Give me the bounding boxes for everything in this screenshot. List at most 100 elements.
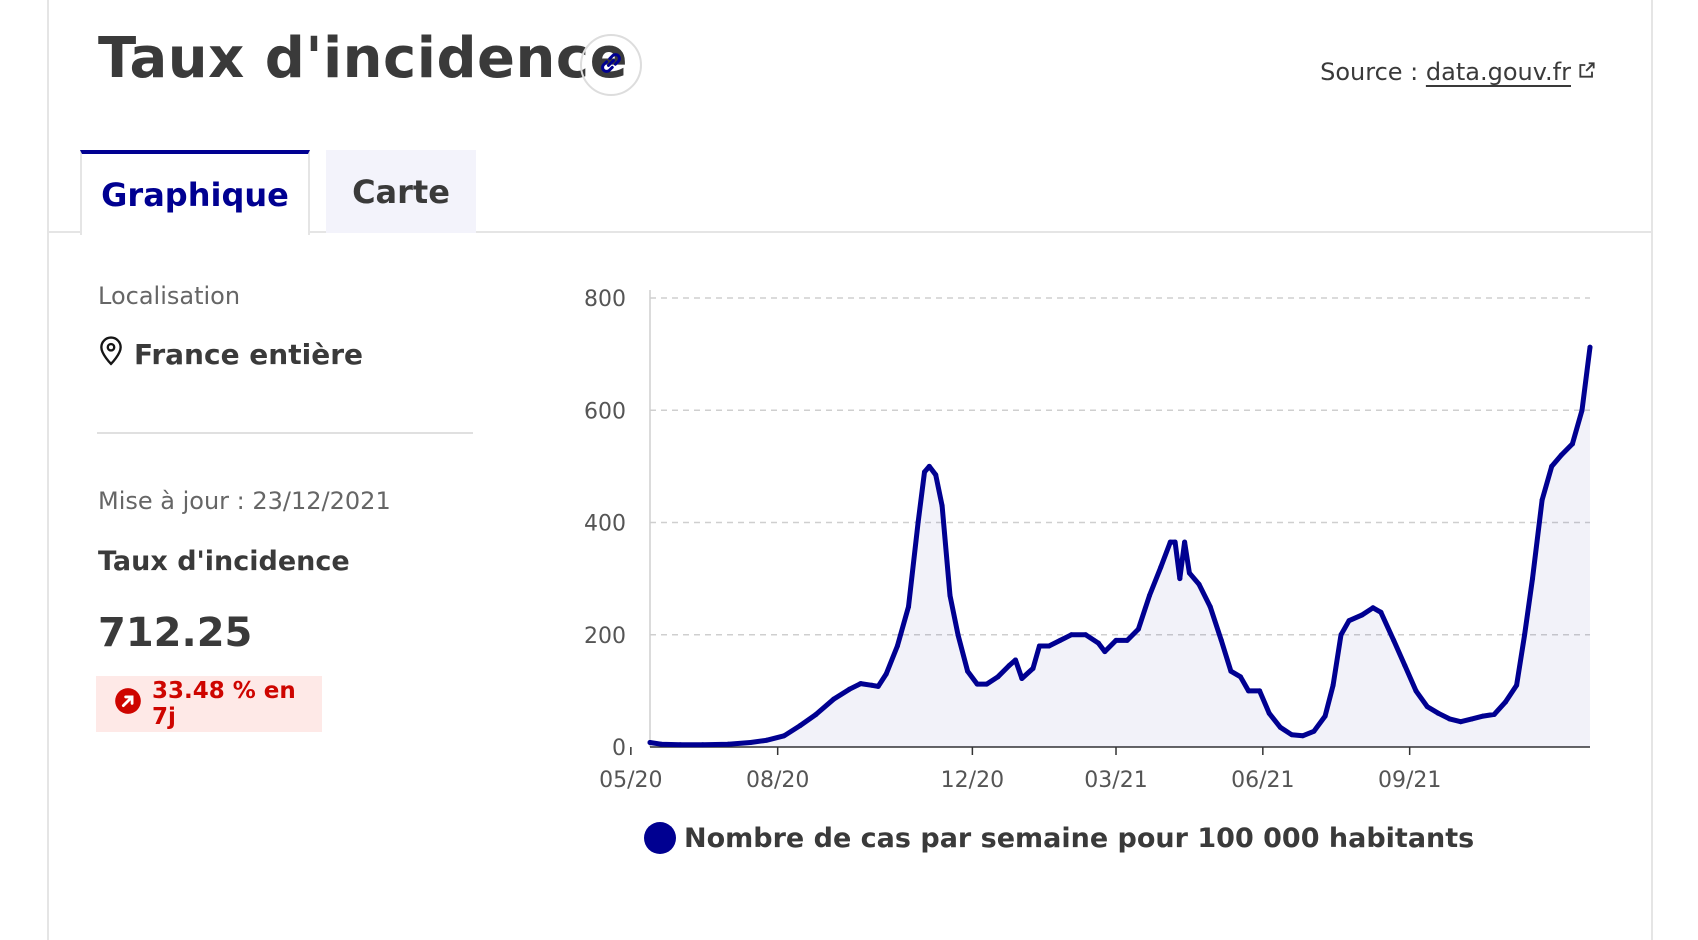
data-point <box>1158 564 1164 570</box>
data-point <box>1218 637 1224 643</box>
x-tick-label: 08/20 <box>746 768 809 793</box>
data-point <box>894 643 900 649</box>
trend-badge: 33.48 % en 7j <box>96 676 322 732</box>
indicator-panel <box>47 0 1653 940</box>
data-point <box>1172 539 1178 545</box>
tabs-divider <box>47 231 1653 233</box>
data-point <box>1046 643 1052 649</box>
tab-graphique[interactable]: Graphique <box>80 150 310 235</box>
map-pin-icon <box>98 336 124 373</box>
data-point <box>1569 441 1575 447</box>
y-tick-label: 0 <box>612 736 626 761</box>
chart-legend: Nombre de cas par semaine pour 100 000 h… <box>644 822 1474 854</box>
data-point <box>1402 663 1408 669</box>
data-point <box>1068 632 1074 638</box>
data-point <box>965 668 971 674</box>
data-point <box>647 740 653 746</box>
data-point <box>906 604 912 610</box>
tab-carte[interactable]: Carte <box>326 150 476 233</box>
data-point <box>974 681 980 687</box>
data-point <box>1237 674 1243 680</box>
data-point <box>1458 719 1464 725</box>
data-point <box>1480 713 1486 719</box>
data-point <box>1006 663 1012 669</box>
data-point <box>1502 699 1508 705</box>
incidence-chart: 0 200 400 600 800 05/20 08/20 12/20 03/21 06/21 09… <box>584 287 1593 793</box>
y-tick-label: 200 <box>584 624 626 649</box>
data-point <box>1182 539 1188 545</box>
data-point <box>1579 407 1585 413</box>
data-point <box>955 632 961 638</box>
data-point <box>1346 618 1352 624</box>
data-point <box>1447 716 1453 722</box>
data-point <box>875 683 881 689</box>
data-point <box>1530 576 1536 582</box>
x-tick-label: 05/20 <box>599 768 662 793</box>
link-icon <box>596 48 626 82</box>
data-point <box>677 742 683 748</box>
data-point <box>1207 604 1213 610</box>
data-point <box>1177 576 1183 582</box>
data-point <box>781 733 787 739</box>
external-link-icon <box>1577 58 1597 86</box>
data-point <box>1019 676 1025 682</box>
data-point <box>926 463 932 469</box>
data-point <box>1113 637 1119 643</box>
data-point <box>1266 710 1272 716</box>
y-tick-label: 600 <box>584 399 626 424</box>
copy-link-button[interactable] <box>580 34 642 96</box>
indicator-name: Taux d'incidence <box>98 546 350 577</box>
y-tick-label: 400 <box>584 512 626 537</box>
source-label: Source : <box>1320 58 1419 86</box>
data-point <box>1167 539 1173 545</box>
data-point <box>1012 657 1018 663</box>
data-point <box>1124 637 1130 643</box>
data-point <box>1587 344 1593 350</box>
legend-label: Nombre de cas par semaine pour 100 000 h… <box>684 822 1475 854</box>
data-point <box>1135 626 1141 632</box>
data-point <box>1370 605 1376 611</box>
x-tick-label: 06/21 <box>1231 768 1294 793</box>
source-link[interactable]: data.gouv.fr <box>1426 58 1597 86</box>
page-title: Taux d'incidence <box>98 26 629 91</box>
data-point <box>869 682 875 688</box>
indicator-value: 712.25 <box>98 610 253 656</box>
data-point <box>764 737 770 743</box>
data-point <box>1102 649 1108 655</box>
location-selector[interactable]: France entière <box>98 336 363 373</box>
data-point <box>1057 637 1063 643</box>
data-point <box>831 696 837 702</box>
data-point <box>1514 682 1520 688</box>
data-point <box>1435 710 1441 716</box>
data-point <box>883 671 889 677</box>
data-point <box>984 681 990 687</box>
x-tick-label: 12/20 <box>941 768 1004 793</box>
data-point <box>933 472 939 478</box>
data-point <box>1413 688 1419 694</box>
data-point <box>921 469 927 475</box>
data-point <box>1359 612 1365 618</box>
trend-up-icon <box>114 687 142 721</box>
x-tick-label: 09/21 <box>1378 768 1441 793</box>
data-point <box>1549 463 1555 469</box>
trend-text: 33.48 % en 7j <box>152 678 296 730</box>
data-point <box>1186 570 1192 576</box>
data-point <box>1257 688 1263 694</box>
data-point <box>915 520 921 525</box>
update-date: Mise à jour : 23/12/2021 <box>98 487 391 515</box>
data-point <box>1030 665 1036 671</box>
data-point <box>846 686 852 692</box>
data-point <box>1330 682 1336 688</box>
data-point <box>813 711 819 717</box>
data-point <box>1196 581 1202 587</box>
data-point <box>1558 452 1564 458</box>
data-point <box>700 742 706 748</box>
data-point <box>947 592 953 598</box>
data-point <box>797 723 803 729</box>
data-point <box>748 740 754 746</box>
data-point <box>995 674 1001 680</box>
data-point <box>725 741 731 747</box>
location-label: Localisation <box>98 282 241 310</box>
data-point <box>1095 640 1101 646</box>
legend-marker <box>644 822 676 854</box>
